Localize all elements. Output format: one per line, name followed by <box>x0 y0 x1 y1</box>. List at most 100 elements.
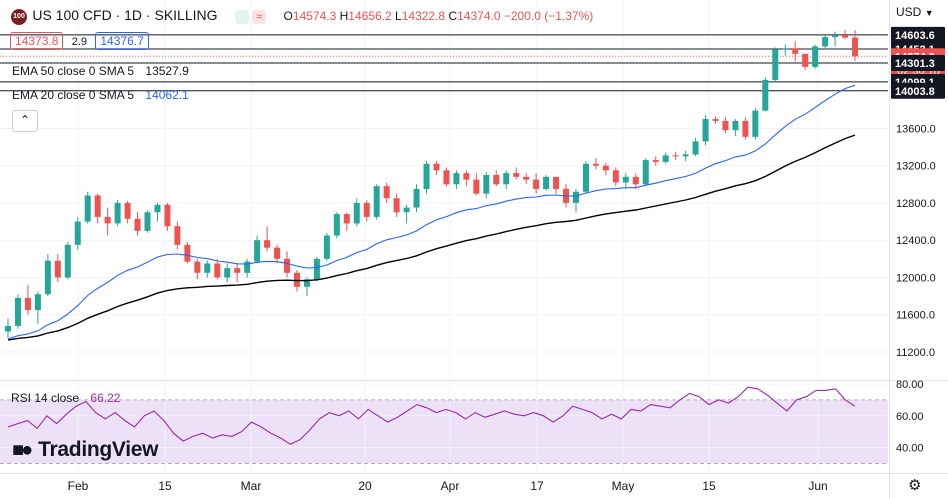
candle-body <box>84 195 91 222</box>
price-axis-label: 13200.0 <box>896 161 936 173</box>
candle-body <box>313 258 320 280</box>
rsi-line <box>7 386 856 445</box>
ohlc-low: 14322.8 <box>401 9 446 23</box>
candle-body <box>383 186 390 199</box>
candle-body <box>333 214 340 236</box>
candle-body <box>812 46 819 67</box>
symbol-logo-icon: 100 <box>11 8 27 25</box>
price-axis-label: 12000.0 <box>896 272 936 284</box>
candle-body <box>114 202 121 224</box>
candle-body <box>742 120 749 137</box>
time-axis-label: 15 <box>702 479 716 493</box>
candle-body <box>642 160 649 185</box>
ema50-legend[interactable]: EMA 50 close 0 SMA 5 13527.9 <box>12 64 189 78</box>
rsi-axis-label: 40.00 <box>896 443 924 455</box>
symbol-legend[interactable]: 100 US 100 CFD · 1D · SKILLING ≈ O14574.… <box>11 7 593 25</box>
candle-body <box>274 247 281 259</box>
ema50-line <box>7 134 856 341</box>
settings-gear-icon[interactable]: ⚙ <box>908 477 922 494</box>
candle-body <box>224 268 231 278</box>
candle-body <box>104 216 111 224</box>
ema50-value: 13527.9 <box>145 64 189 78</box>
ema20-legend[interactable]: EMA 20 close 0 SMA 5 14062.1 <box>12 88 189 102</box>
candle-body <box>24 297 31 311</box>
rsi-legend[interactable]: RSI 14 close 66.22 <box>11 391 120 405</box>
chart-flag-icon[interactable] <box>234 9 249 24</box>
candle-body <box>373 186 380 217</box>
candle-body <box>792 48 799 54</box>
candle-body <box>303 279 310 287</box>
candle-body <box>134 218 141 231</box>
price-tag-label: 14003.8 <box>895 86 935 98</box>
ema50-label: EMA 50 close 0 SMA 5 <box>12 64 135 78</box>
candle-body <box>44 260 51 295</box>
candle-body <box>802 53 809 67</box>
rsi-value: 66.22 <box>90 391 121 405</box>
collapse-legend-button[interactable]: ⌃ <box>12 110 38 132</box>
ohlc-high: 14656.2 <box>348 9 392 23</box>
ema20-value: 14062.1 <box>145 88 189 102</box>
candle-body <box>762 79 769 111</box>
candle-body <box>712 119 719 121</box>
candle-body <box>64 244 71 278</box>
candle-body <box>493 174 500 185</box>
candle-body <box>582 163 589 192</box>
spread-value: 2.9 <box>71 36 88 48</box>
candle-body <box>632 176 639 185</box>
candle-body <box>403 207 410 213</box>
candle-body <box>473 179 480 194</box>
candle-body <box>592 163 599 166</box>
price-tag <box>891 26 945 43</box>
chart-flag-icon-red[interactable]: ≈ <box>252 9 267 24</box>
candle-body <box>393 198 400 213</box>
candle-body <box>543 176 550 189</box>
candle-body <box>343 214 350 224</box>
price-tag <box>891 82 945 99</box>
candle-body <box>752 110 759 137</box>
candle-body <box>204 263 211 273</box>
candle-body <box>832 35 839 38</box>
price-tag <box>891 55 945 72</box>
time-axis-label: Feb <box>68 479 89 493</box>
candle-body <box>194 261 201 273</box>
candle-body <box>5 325 11 332</box>
candle-body <box>184 244 191 262</box>
rsi-axis-label: 60.00 <box>896 411 924 423</box>
bid-price-button[interactable]: 14373.8 <box>10 32 64 50</box>
candle-body <box>174 226 181 245</box>
candle-body <box>264 240 271 248</box>
price-axis-label: 12400.0 <box>896 235 936 247</box>
candle-body <box>732 120 739 131</box>
symbol-title: US 100 CFD · 1D · SKILLING <box>32 7 218 23</box>
candle-body <box>244 261 251 273</box>
price-tag-label: 14301.3 <box>895 58 935 70</box>
price-axis-label: 12800.0 <box>896 198 936 210</box>
candle-body <box>254 240 261 262</box>
candle-body <box>413 188 420 208</box>
time-axis-label: Mar <box>241 479 262 493</box>
candle-body <box>453 173 460 185</box>
ask-price-button[interactable]: 14376.7 <box>95 32 149 50</box>
price-axis-label: 11600.0 <box>896 310 935 322</box>
candle-body <box>553 176 560 189</box>
ohlc-close: 14374.0 <box>457 9 501 23</box>
candle-body <box>503 173 510 185</box>
ohlc-change: −200.0 (−1.37%) <box>503 9 594 23</box>
tradingview-logo-icon: ■● <box>12 439 33 461</box>
candle-body <box>822 37 829 47</box>
chevron-down-icon: ▼ <box>924 8 934 18</box>
currency-label[interactable]: USD ▼ <box>896 5 934 19</box>
candle-body <box>423 163 430 189</box>
time-axis-label: 20 <box>358 479 372 493</box>
ema20-line <box>7 84 856 340</box>
bid-ask-bar: 14373.8 2.9 14376.7 <box>10 32 149 50</box>
candle-body <box>124 202 131 219</box>
candle-body <box>214 263 221 278</box>
candle-body <box>513 173 520 177</box>
candle-body <box>154 204 161 213</box>
price-tag-label: 14603.6 <box>895 30 935 42</box>
candle-body <box>463 173 470 180</box>
time-axis-label: Apr <box>441 479 460 493</box>
